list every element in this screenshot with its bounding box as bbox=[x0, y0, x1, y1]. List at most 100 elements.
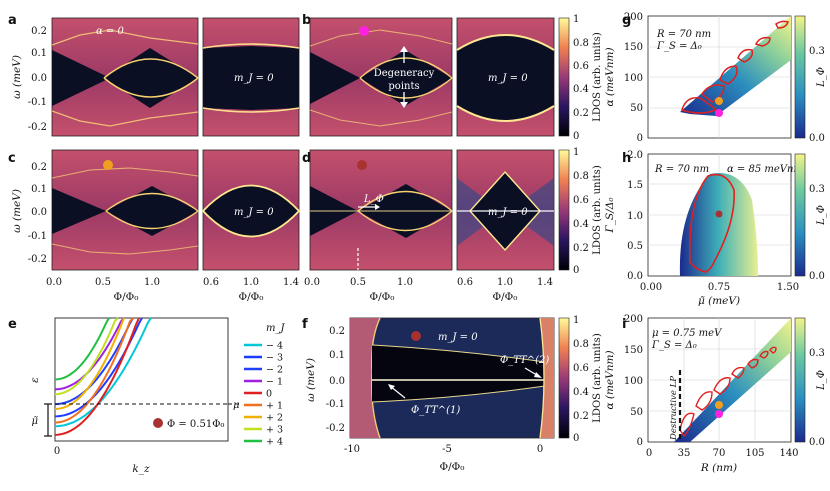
panel-f-phitt2-annotation: Φ_TT^(2) bbox=[500, 355, 549, 378]
panel-h-xlabel: μ̃ (meV) bbox=[698, 295, 740, 307]
legend-label: + 3 bbox=[266, 425, 283, 436]
panel-e-legend-title: m_J bbox=[266, 323, 285, 334]
panel-i-ytick: 150 bbox=[624, 345, 643, 356]
panel-i-annot-mu: μ = 0.75 meV bbox=[652, 328, 723, 339]
panel-d-right-map bbox=[456, 149, 555, 271]
panel-b-degeneracy-label: Degeneracy bbox=[374, 68, 435, 79]
panel-b-annotation: Degeneracy points bbox=[374, 46, 435, 108]
panel-c-xtick: 0.5 bbox=[95, 277, 111, 288]
band-curve bbox=[54, 317, 152, 428]
panel-d-xlabel-right: Φ/Φ₀ bbox=[493, 291, 518, 303]
panel-f-phitt1-annotation: Φ_TT^(1) bbox=[388, 384, 460, 416]
panel-d-xtick: 1.0 bbox=[497, 277, 513, 288]
panel-d-xtick: 1.4 bbox=[537, 277, 553, 288]
panel-b-points-label: points bbox=[388, 81, 419, 92]
panel-h-ytick: 0.0 bbox=[627, 271, 643, 282]
panel-a-ytick: -0.2 bbox=[28, 122, 47, 133]
panel-a-ylabel: ω (meV) bbox=[11, 55, 23, 99]
panel-g-annot-gamma: Γ_S = Δ₀ bbox=[656, 41, 702, 52]
panel-f-ytick: -0.1 bbox=[326, 399, 345, 410]
legend-label: − 4 bbox=[266, 341, 283, 352]
colorbar-tick: 0.0 bbox=[809, 133, 825, 144]
panel-f-xtick: -5 bbox=[442, 444, 452, 455]
colorbar-tick: 1 bbox=[573, 14, 579, 25]
panel-g-ylabel: α (meVnm) bbox=[604, 47, 616, 106]
panel-g-yaxis: 200 150 100 50 0 α (meVnm) bbox=[604, 12, 643, 144]
panel-b-label: b bbox=[302, 13, 311, 28]
colorbar-tick: 0.8 bbox=[573, 339, 589, 350]
panel-h-marker-red bbox=[715, 210, 723, 218]
panel-c-xtick: 0.6 bbox=[203, 277, 219, 288]
panel-b-left-map bbox=[309, 17, 453, 137]
panel-c-mj-label: m_J = 0 bbox=[234, 207, 274, 218]
colorbar-tick: 0.4 bbox=[573, 84, 589, 95]
panel-c-ytick: 0.0 bbox=[31, 207, 47, 218]
panel-c-label: c bbox=[8, 151, 16, 166]
panel-b-right-map bbox=[456, 17, 555, 137]
panel-f-xlabel: Φ/Φ₀ bbox=[440, 461, 465, 473]
colorbar-tick: 0.8 bbox=[573, 171, 589, 182]
panel-c-ytick: -0.1 bbox=[28, 231, 47, 242]
panel-h-region bbox=[679, 173, 758, 276]
panel-e-label: e bbox=[8, 317, 17, 332]
band-curve bbox=[54, 317, 134, 406]
panel-h: h R = 70 nm α = 85 meVnm 2.0 1.5 1.0 0.5… bbox=[604, 150, 827, 307]
colorbar-tick: 0 bbox=[573, 433, 579, 444]
panel-i-xlabel: R (nm) bbox=[700, 462, 737, 474]
panel-h-ytick: 1.5 bbox=[627, 180, 643, 191]
band-curve bbox=[54, 317, 140, 436]
panel-a-left-map bbox=[51, 17, 199, 137]
colorbar-label: LDOS (arb. units) bbox=[592, 333, 603, 423]
panel-h-xtick: 1.50 bbox=[777, 282, 799, 293]
panel-g-ytick: 50 bbox=[630, 103, 643, 114]
panel-d-lphi-annotation: L_Φ bbox=[358, 194, 384, 210]
panel-d: d L_Φ m_J = 0 0.0 0.5 1.0 bbox=[302, 147, 603, 303]
colorbar-tick: 0.3 bbox=[809, 184, 825, 195]
colorbar-tick: 0.2 bbox=[573, 243, 589, 254]
panel-h-yaxis: 2.0 1.5 1.0 0.5 0.0 Γ_S/Δ₀ bbox=[604, 150, 643, 282]
panel-f-title: m_J = 0 bbox=[438, 332, 478, 343]
panel-g-ytick: 100 bbox=[624, 73, 643, 84]
panel-i: i μ = 0.75 meV Γ_S = Δ₀ Destructive LP 2… bbox=[604, 314, 827, 474]
colorbar-tick: 0.6 bbox=[573, 195, 589, 206]
panel-c-xtick: 1.0 bbox=[144, 277, 160, 288]
panel-d-colorbar: 1 0.8 0.6 0.4 0.2 0 LDOS (arb. units) bbox=[558, 147, 603, 276]
panel-f-xtick: 0 bbox=[537, 444, 543, 455]
panel-d-xaxis: 0.0 0.5 1.0 0.6 1.0 1.4 Φ/Φ₀ Φ/Φ₀ bbox=[304, 277, 553, 303]
panel-g-ytick: 150 bbox=[624, 42, 643, 53]
panel-c: c m_J = 0 0.2 0.1 0.0 -0.1 -0.2 ω (meV) bbox=[8, 149, 300, 303]
panel-a-mj-label: m_J = 0 bbox=[234, 73, 274, 84]
panel-e-marker-dot bbox=[153, 418, 163, 428]
panel-i-xtick: 35 bbox=[678, 448, 691, 459]
panel-h-xtick: 0.00 bbox=[640, 282, 662, 293]
panel-f-phitt2-label: Φ_TT^(2) bbox=[500, 355, 549, 366]
panel-c-right-map bbox=[202, 149, 300, 271]
panel-e-bands bbox=[54, 317, 152, 436]
panel-c-xlabel-right: Φ/Φ₀ bbox=[239, 291, 264, 303]
panel-d-label: d bbox=[302, 151, 311, 166]
panel-c-ytick: 0.2 bbox=[31, 162, 47, 173]
panel-h-xaxis: 0.00 0.75 1.50 μ̃ (meV) bbox=[640, 282, 799, 307]
panel-e-legend: m_J − 4− 3− 2− 10+ 1+ 2+ 3+ 4 bbox=[244, 323, 285, 448]
panel-f-map bbox=[349, 317, 555, 439]
colorbar-tick: 1 bbox=[573, 147, 579, 158]
colorbar-label: L_Φ bbox=[816, 205, 827, 226]
panel-i-ylabel: α (meVnm) bbox=[604, 350, 616, 409]
legend-label: − 1 bbox=[266, 377, 283, 388]
band-curve bbox=[54, 317, 134, 424]
panel-f-marker-red bbox=[411, 331, 421, 341]
panel-f-label: f bbox=[302, 317, 308, 332]
panel-i-marker-orange bbox=[715, 401, 723, 409]
panel-a-label: a bbox=[8, 13, 17, 28]
panel-f-ytick: 0.0 bbox=[329, 376, 345, 387]
panel-i-xtick: 140 bbox=[779, 448, 798, 459]
panel-h-annot-alpha: α = 85 meVnm bbox=[727, 164, 803, 175]
colorbar-tick: 0.0 bbox=[809, 271, 825, 282]
band-curve bbox=[54, 317, 119, 396]
panel-a-yaxis: 0.2 0.1 0.0 -0.1 -0.2 ω (meV) bbox=[11, 26, 47, 133]
panel-g-ytick: 200 bbox=[624, 12, 643, 23]
colorbar-label: L_Φ bbox=[816, 370, 827, 391]
legend-label: + 2 bbox=[266, 413, 283, 424]
panel-f-xtick: -10 bbox=[344, 444, 360, 455]
